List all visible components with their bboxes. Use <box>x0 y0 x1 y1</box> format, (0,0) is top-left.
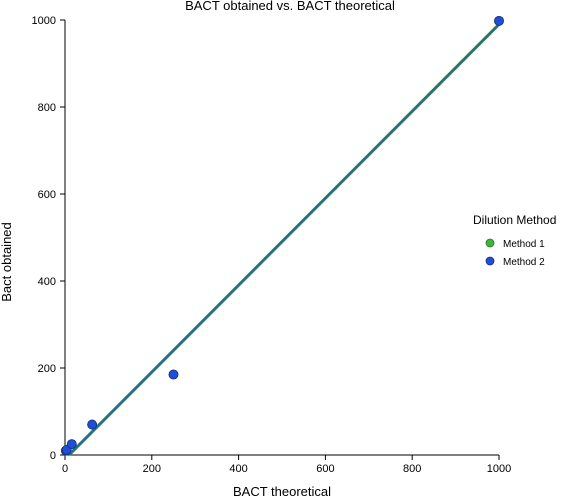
data-point-method-2 <box>87 419 98 430</box>
fit-line-method-2 <box>68 23 500 456</box>
legend: Dilution Method Method 1 Method 2 <box>473 213 556 268</box>
x-tick-label: 600 <box>316 463 334 475</box>
x-tick-label: 800 <box>403 463 421 475</box>
x-tick-label: 400 <box>229 463 247 475</box>
y-tick-label: 400 <box>38 276 56 288</box>
x-tick-label: 200 <box>143 463 161 475</box>
chart-title: BACT obtained vs. BACT theoretical <box>185 0 395 13</box>
x-axis-title: BACT theoretical <box>233 484 331 499</box>
legend-title: Dilution Method <box>473 213 556 227</box>
data-points <box>60 15 504 456</box>
y-tick-label: 200 <box>38 363 56 375</box>
legend-swatch <box>485 256 495 266</box>
x-tick-label: 0 <box>62 463 68 475</box>
legend-label: Method 2 <box>503 257 545 268</box>
data-point-method-2 <box>168 369 179 380</box>
fit-line-group <box>67 23 501 457</box>
x-tick-label: 1000 <box>487 463 511 475</box>
y-axis-title: Bact obtained <box>0 222 14 302</box>
data-point-method-2 <box>66 439 77 450</box>
y-tick-label: 1000 <box>32 15 56 27</box>
axes: 0 200 400 600 800 1000 0 200 400 600 800 1000 <box>32 15 512 475</box>
y-tick-label: 600 <box>38 189 56 201</box>
y-tick-label: 800 <box>38 102 56 114</box>
y-tick-label: 0 <box>50 450 56 462</box>
legend-swatch <box>485 238 495 248</box>
data-point-method-2 <box>494 15 504 26</box>
legend-label: Method 1 <box>503 239 545 250</box>
